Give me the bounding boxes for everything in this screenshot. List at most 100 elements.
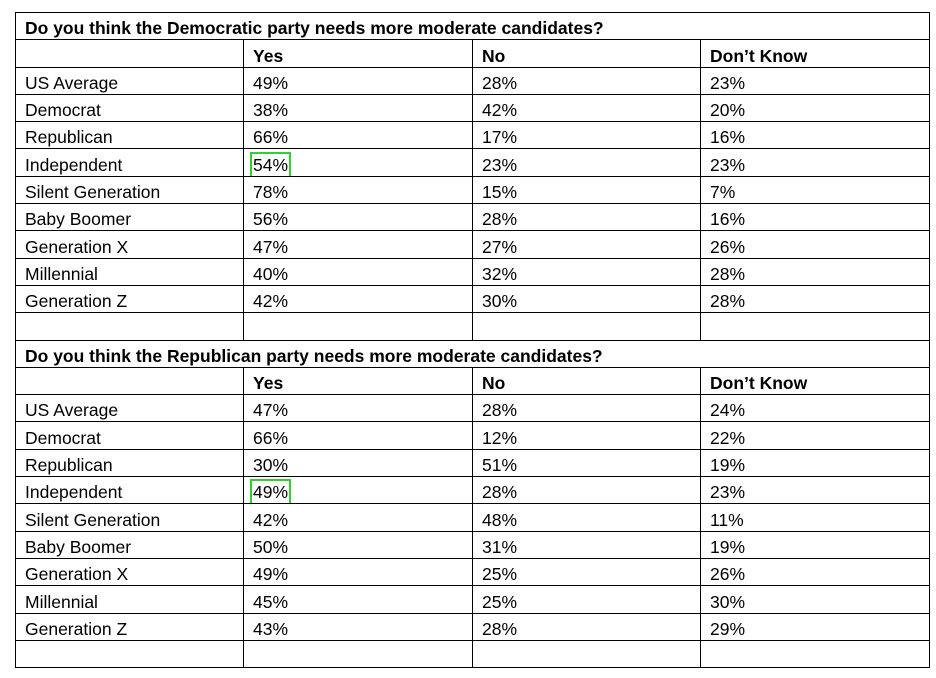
yes-value: 30% — [243, 448, 473, 478]
no-value: 31% — [472, 530, 701, 559]
no-value: 25% — [472, 585, 701, 614]
yes-value: 66% — [243, 121, 473, 150]
table-row: Democrat 38% 42% 20% — [15, 93, 930, 123]
table-row: Democrat 66% 12% 22% — [15, 421, 930, 450]
empty-cell — [15, 312, 244, 341]
table-row: Republican 66% 17% 16% — [15, 121, 930, 150]
no-value: 28% — [472, 394, 701, 423]
no-value: 42% — [472, 93, 701, 123]
table-row: US Average 47% 28% 24% — [15, 394, 930, 423]
table-row: Generation X 49% 25% 26% — [15, 557, 930, 587]
table-row: US Average 49% 28% 23% — [15, 66, 930, 95]
row-label: Generation X — [15, 557, 244, 587]
table-row: Millennial 40% 32% 28% — [15, 257, 930, 286]
table-row: Independent 54% 23% 23% — [15, 148, 930, 177]
column-header: Don’t Know — [700, 39, 930, 68]
row-label: Silent Generation — [15, 503, 244, 532]
row-label: Millennial — [15, 257, 244, 286]
row-label: Generation Z — [15, 284, 244, 314]
poll-results-table: Do you think the Democratic party needs … — [15, 11, 930, 669]
no-value: 30% — [472, 284, 701, 314]
header-empty-cell — [15, 39, 244, 68]
dont-know-value: 23% — [700, 476, 930, 505]
question-text: Do you think the Republican party needs … — [15, 339, 930, 368]
no-value: 28% — [472, 612, 701, 641]
header-row: Yes No Don’t Know — [15, 39, 930, 68]
empty-cell — [243, 312, 473, 341]
no-value: 27% — [472, 230, 701, 259]
column-header: Yes — [243, 39, 473, 68]
yes-value: 45% — [243, 585, 473, 614]
dont-know-value: 24% — [700, 394, 930, 423]
row-label: Generation X — [15, 230, 244, 259]
dont-know-value: 19% — [700, 448, 930, 478]
header-row: Yes No Don’t Know — [15, 366, 930, 396]
yes-value: 49% — [243, 557, 473, 587]
yes-value: 42% — [243, 503, 473, 532]
yes-value: 56% — [243, 203, 473, 232]
no-value: 17% — [472, 121, 701, 150]
empty-cell — [700, 312, 930, 341]
question-row: Do you think the Republican party needs … — [15, 339, 930, 368]
no-value: 23% — [472, 148, 701, 177]
yes-value: 40% — [243, 257, 473, 286]
table-row: Baby Boomer 50% 31% 19% — [15, 530, 930, 559]
table-row: Generation Z 42% 30% 28% — [15, 284, 930, 314]
column-header: No — [472, 39, 701, 68]
dont-know-value: 16% — [700, 203, 930, 232]
dont-know-value: 26% — [700, 557, 930, 587]
dont-know-value: 22% — [700, 421, 930, 450]
column-header: No — [472, 366, 701, 396]
row-label: US Average — [15, 66, 244, 95]
row-label: Baby Boomer — [15, 530, 244, 559]
row-label: Millennial — [15, 585, 244, 614]
dont-know-value: 29% — [700, 612, 930, 641]
row-label: Democrat — [15, 421, 244, 450]
dont-know-value: 11% — [700, 503, 930, 532]
table-row: Independent 49% 28% 23% — [15, 476, 930, 505]
yes-value: 43% — [243, 612, 473, 641]
highlighted-value: 54% — [249, 151, 292, 176]
column-header: Yes — [243, 366, 473, 396]
no-value: 28% — [472, 476, 701, 505]
yes-value: 38% — [243, 93, 473, 123]
table-row: Republican 30% 51% 19% — [15, 448, 930, 478]
dont-know-value: 19% — [700, 530, 930, 559]
row-label: Baby Boomer — [15, 203, 244, 232]
no-value: 12% — [472, 421, 701, 450]
dont-know-value: 30% — [700, 585, 930, 614]
empty-cell — [700, 639, 930, 669]
row-label: Independent — [15, 476, 244, 505]
dont-know-value: 23% — [700, 66, 930, 95]
question-text: Do you think the Democratic party needs … — [15, 11, 930, 41]
empty-cell — [15, 639, 244, 669]
row-label: Independent — [15, 148, 244, 177]
row-label: Republican — [15, 448, 244, 478]
yes-value: 54% — [243, 148, 473, 177]
no-value: 48% — [472, 503, 701, 532]
no-value: 15% — [472, 175, 701, 205]
blank-row — [15, 639, 930, 669]
column-header: Don’t Know — [700, 366, 930, 396]
header-empty-cell — [15, 366, 244, 396]
empty-cell — [472, 639, 701, 669]
empty-cell — [472, 312, 701, 341]
dont-know-value: 20% — [700, 93, 930, 123]
no-value: 28% — [472, 66, 701, 95]
yes-value: 50% — [243, 530, 473, 559]
highlighted-value: 49% — [249, 479, 292, 503]
yes-value: 47% — [243, 230, 473, 259]
dont-know-value: 16% — [700, 121, 930, 150]
table-row: Baby Boomer 56% 28% 16% — [15, 203, 930, 232]
no-value: 32% — [472, 257, 701, 286]
no-value: 51% — [472, 448, 701, 478]
row-label: Republican — [15, 121, 244, 150]
row-label: Silent Generation — [15, 175, 244, 205]
yes-value: 47% — [243, 394, 473, 423]
empty-cell — [243, 639, 473, 669]
dont-know-value: 28% — [700, 284, 930, 314]
no-value: 25% — [472, 557, 701, 587]
dont-know-value: 7% — [700, 175, 930, 205]
table-row: Millennial 45% 25% 30% — [15, 585, 930, 614]
yes-value: 49% — [243, 476, 473, 505]
